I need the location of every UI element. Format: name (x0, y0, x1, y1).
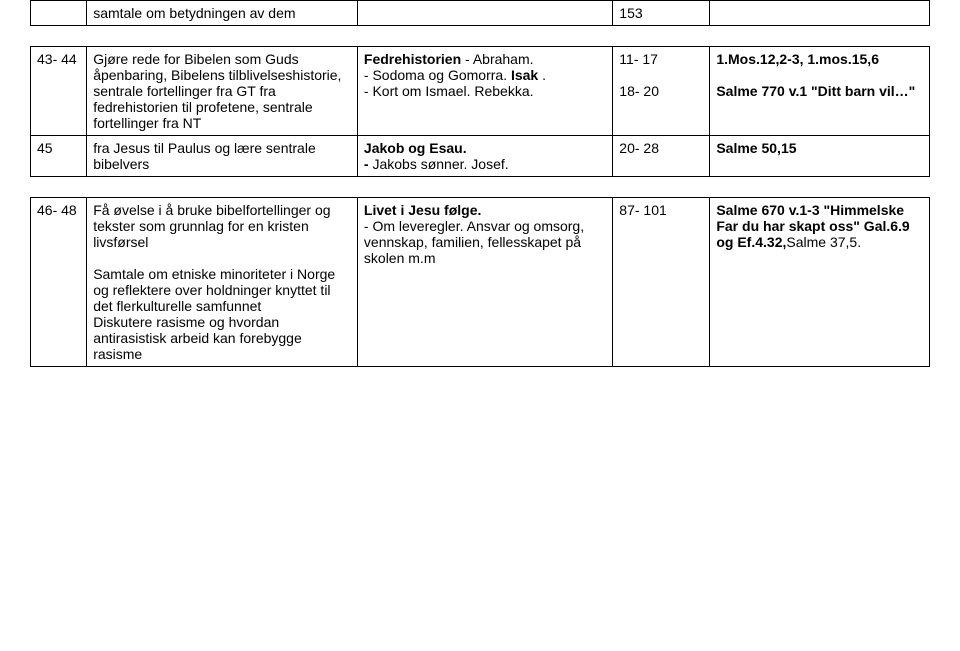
cell-refs: Salme 670 v.1-3 "Himmelske Far du har sk… (710, 198, 930, 367)
cell-pages: 87- 101 (613, 198, 710, 367)
cell-goal: Gjøre rede for Bibelen som Guds åpenbari… (87, 47, 358, 136)
cell-content: Fedrehistorien - Abraham. - Sodoma og Go… (357, 47, 612, 136)
text: Diskutere rasisme og hvordan antirasisti… (93, 314, 302, 362)
text: - Sodoma og Gomorra. (364, 67, 511, 83)
text-bold: Jakob og Esau. (364, 140, 467, 156)
text: Samtale om etniske minoriteter i Norge o… (93, 266, 335, 314)
text: 11- 17 (619, 51, 658, 67)
text: - Abraham. (461, 51, 533, 67)
text: Salme 37,5. (786, 234, 861, 250)
table-row: 46- 48 Få øvelse i å bruke bibelfortelli… (31, 198, 930, 367)
cell-content: Jakob og Esau. - Jakobs sønner. Josef. (357, 136, 612, 177)
text: 18- 20 (619, 83, 659, 99)
cell-week: 43- 44 (31, 47, 87, 136)
text: Få øvelse i å bruke bibelfortellinger og… (93, 202, 330, 250)
cell-pages: 153 (613, 1, 710, 26)
text: . (538, 67, 546, 83)
cell-content: Livet i Jesu følge. - Om leveregler. Ans… (357, 198, 612, 367)
cell-week (31, 1, 87, 26)
cell-pages: 20- 28 (613, 136, 710, 177)
text: - Om leveregler. Ansvar og omsorg, venns… (364, 218, 584, 266)
text-bold: Isak (511, 67, 538, 83)
cell-refs (710, 1, 930, 26)
table-2: 43- 44 Gjøre rede for Bibelen som Guds å… (30, 46, 930, 177)
cell-goal: Få øvelse i å bruke bibelfortellinger og… (87, 198, 358, 367)
text: - Kort om Ismael. Rebekka. (364, 83, 534, 99)
table-1: samtale om betydningen av dem 153 (30, 0, 930, 26)
cell-week: 46- 48 (31, 198, 87, 367)
cell-goal: fra Jesus til Paulus og lære sentrale bi… (87, 136, 358, 177)
table-3: 46- 48 Få øvelse i å bruke bibelfortelli… (30, 197, 930, 367)
text-bold: 1.Mos.12,2-3, 1.mos.15,6 (716, 51, 879, 67)
table-row: 45 fra Jesus til Paulus og lære sentrale… (31, 136, 930, 177)
table-row: samtale om betydningen av dem 153 (31, 1, 930, 26)
text: Jakobs sønner. Josef. (372, 156, 508, 172)
cell-content (357, 1, 612, 26)
text-bold: Fedrehistorien (364, 51, 461, 67)
cell-refs: Salme 50,15 (710, 136, 930, 177)
text-bold: Salme 770 v.1 "Ditt barn vil…" (716, 83, 915, 99)
text-bold: Livet i Jesu følge. (364, 202, 481, 218)
cell-week: 45 (31, 136, 87, 177)
cell-goal: samtale om betydningen av dem (87, 1, 358, 26)
cell-refs: 1.Mos.12,2-3, 1.mos.15,6 Salme 770 v.1 "… (710, 47, 930, 136)
table-row: 43- 44 Gjøre rede for Bibelen som Guds å… (31, 47, 930, 136)
cell-pages: 11- 17 18- 20 (613, 47, 710, 136)
